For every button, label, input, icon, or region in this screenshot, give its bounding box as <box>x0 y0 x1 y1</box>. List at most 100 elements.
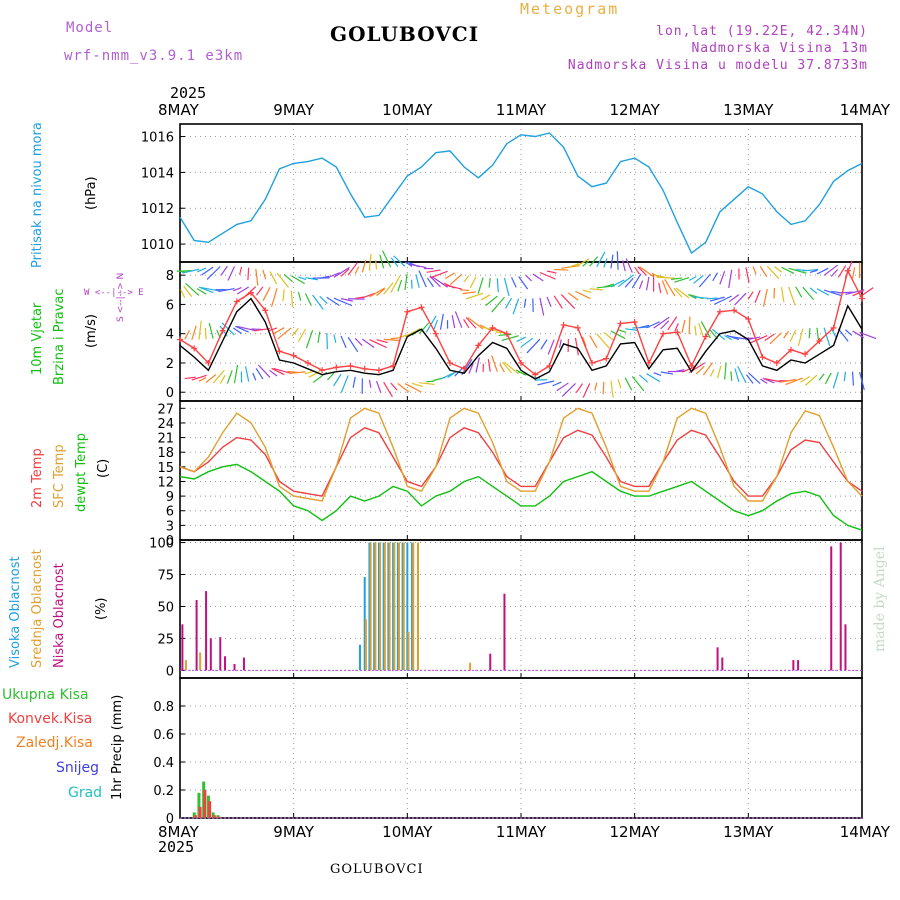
wind-arrow <box>625 258 633 273</box>
wind-arrow <box>304 293 312 306</box>
wind-arrow <box>376 339 388 344</box>
wind-arrow <box>383 338 400 342</box>
gust-marker <box>205 359 212 366</box>
wind-arrow <box>468 363 474 374</box>
wind-arrow <box>465 317 477 329</box>
wind-arrow <box>638 280 644 290</box>
cloud-bar-mid_cloud <box>383 542 386 671</box>
wind-ytick-label: 2 <box>166 357 174 372</box>
wind-arrow <box>539 297 545 316</box>
wind-arrow <box>764 333 775 341</box>
temperature-ytick-label: 3 <box>166 519 174 534</box>
precip-ytick-label: 0.2 <box>153 784 174 799</box>
wind-arrow <box>532 273 544 282</box>
wind-arrow <box>491 296 505 313</box>
gust-marker <box>446 359 453 366</box>
cloud-bar-high_cloud <box>358 644 361 671</box>
gust-marker <box>617 320 624 327</box>
gust-marker <box>532 371 539 378</box>
wind-arrow <box>582 383 591 398</box>
pressure-ytick-label: 1014 <box>141 166 174 181</box>
wind-arrow <box>859 371 865 391</box>
wind-arrow <box>488 278 491 288</box>
wind-arrow <box>256 286 264 296</box>
wind-arrow <box>671 277 683 280</box>
wind-arrow <box>845 329 853 336</box>
wind-arrow <box>262 269 267 280</box>
gust-marker <box>546 362 553 369</box>
wind-arrow <box>830 269 839 277</box>
wind-arrow <box>491 355 498 372</box>
wind-arrow <box>352 376 356 388</box>
footer-title: GOLUBOVCI <box>330 862 424 877</box>
wind-arrow <box>582 289 592 293</box>
precip-bar-precip_conv <box>198 806 202 818</box>
legend-ukupna: Ukupna Kisa <box>2 687 89 703</box>
gust-marker <box>432 330 439 337</box>
legend-grad: Grad <box>68 785 103 801</box>
gust-marker <box>333 364 340 371</box>
gust-marker <box>248 289 255 296</box>
x-tick-label-top: 12MAY <box>610 101 661 119</box>
wind-arrow <box>277 327 292 340</box>
wind-arrow <box>340 375 349 393</box>
cloud-bar-mid_cloud <box>388 542 391 671</box>
wind-arrow <box>816 267 829 275</box>
wind-arrow <box>501 335 519 342</box>
wind-arrow <box>710 296 725 302</box>
gust-marker <box>418 304 425 311</box>
wind-arrow <box>206 266 221 280</box>
wind-arrow <box>734 292 747 306</box>
wind-arrow <box>824 372 832 385</box>
wind-arrow <box>851 371 855 386</box>
wind-arrow <box>800 376 811 383</box>
wind-arrow <box>698 322 704 338</box>
gust-marker <box>233 298 240 305</box>
wind-arrow <box>463 318 470 329</box>
temperature-ytick-label: 27 <box>157 402 174 417</box>
wind-arrow <box>610 254 614 269</box>
wind-arrow <box>397 383 410 393</box>
wind-arrow <box>797 328 804 346</box>
gust-marker <box>290 352 297 359</box>
wind-arrow <box>270 287 278 308</box>
wind-arrow <box>510 277 517 288</box>
wind-arrow <box>859 331 877 340</box>
wind-arrow <box>347 336 359 353</box>
wind-arrow <box>603 331 614 341</box>
wind-arrow <box>622 260 626 272</box>
wind-arrow <box>653 316 670 329</box>
gust-marker <box>489 324 496 331</box>
wind-arrow <box>818 373 825 381</box>
wind-arrow <box>687 293 697 300</box>
wind-arrow <box>297 328 307 343</box>
wind-arrow <box>198 320 202 340</box>
wind-arrow <box>673 287 683 298</box>
temperature-ytick-label: 12 <box>157 475 174 490</box>
wind-arrow <box>487 359 491 372</box>
wind-arrow <box>660 371 674 375</box>
wind-arrow <box>631 375 645 392</box>
wind-arrow <box>664 279 676 297</box>
wind-ytick-label: 0 <box>166 386 174 401</box>
wind-arrow <box>518 276 529 290</box>
wind-arrow <box>340 335 347 349</box>
cloud-bar-high_cloud <box>368 542 371 671</box>
wind-arrow <box>463 275 470 283</box>
wind-arrow <box>823 264 839 276</box>
wind-arrow <box>447 371 456 379</box>
cloud-bar-low_cloud <box>233 663 236 671</box>
wind-arrow <box>709 369 715 377</box>
wind-arrow <box>232 287 242 292</box>
cloud-bar-mid_cloud <box>379 542 382 671</box>
cloud-ytick-label: 25 <box>157 632 174 647</box>
wind-arrow <box>602 381 605 395</box>
cloud-ytick-label: 100 <box>149 537 174 552</box>
wind-arrow <box>516 336 526 343</box>
wind-arrow <box>631 273 642 289</box>
cloud-bar-low_cloud <box>181 624 184 671</box>
cloud-bar-mid_cloud <box>184 660 187 671</box>
wind-arrow <box>333 373 342 387</box>
wind-arrow <box>475 357 480 373</box>
wind-arrow <box>845 289 865 295</box>
